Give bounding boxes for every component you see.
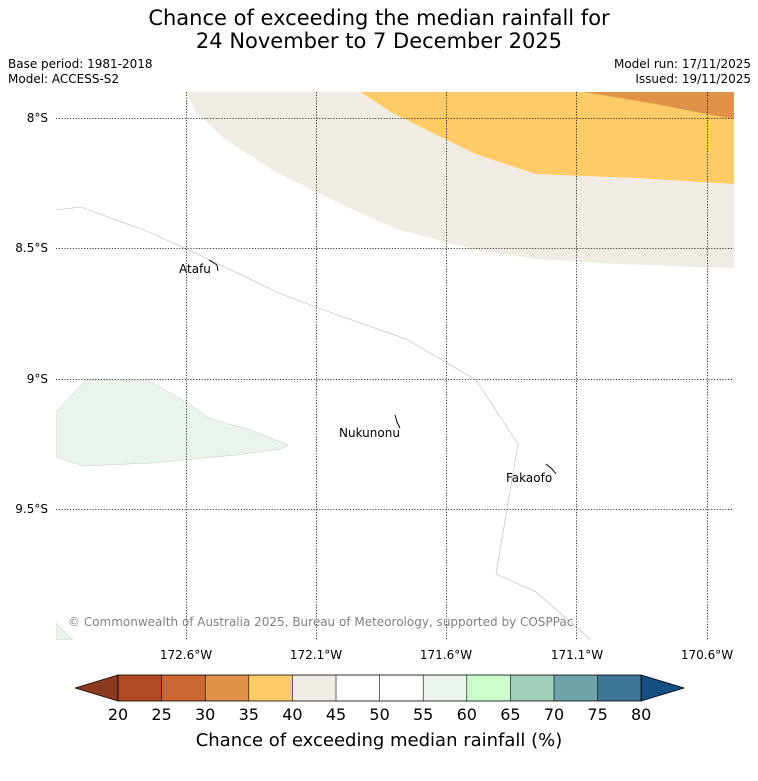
- colorbar-title: Chance of exceeding median rainfall (%): [195, 730, 563, 751]
- model-run: Model run: 17/11/2025: [613, 57, 751, 71]
- lon-label-171-1w: 171.1°W: [550, 648, 604, 662]
- colorbar-tick: 55: [413, 705, 434, 724]
- lat-label-8-5s: 8.5°S: [15, 241, 48, 255]
- region-35-40: [361, 92, 734, 184]
- atafu-atoll[interactable]: [208, 259, 219, 272]
- place-label-nukunonu: Nukunonu: [339, 426, 400, 440]
- map-title-line1: Chance of exceeding the median rainfall …: [148, 6, 610, 30]
- colorbar-bin-35-40: [248, 675, 293, 701]
- colorbar-bin-60-65: [466, 675, 511, 701]
- lon-label-172-6w: 172.6°W: [159, 648, 213, 662]
- eez-boundary: [56, 206, 592, 640]
- place-label-fakaofo: Fakaofo: [506, 471, 552, 485]
- colorbar-bin-40-45: [292, 675, 336, 701]
- colorbar-bin-25-30: [161, 675, 206, 701]
- place-label-atafu: Atafu: [179, 262, 211, 276]
- nukunonu-atoll[interactable]: [394, 414, 401, 429]
- colorbar-tick: 70: [543, 705, 565, 724]
- colorbar: [75, 674, 685, 702]
- lat-label-8s: 8°S: [26, 111, 48, 125]
- lon-gridlines: [186, 92, 708, 640]
- colorbar-tick: 30: [195, 705, 216, 724]
- colorbar-bin-20-25: [118, 675, 162, 701]
- colorbar-bin-70-75: [554, 675, 598, 701]
- colorbar-tick: 60: [456, 705, 477, 724]
- colorbar-bin-55-60: [423, 675, 467, 701]
- meta-right: Model run: 17/11/2025 Issued: 19/11/2025: [614, 57, 751, 87]
- fakaofo-atoll[interactable]: [545, 463, 557, 475]
- colorbar-bin-50-55: [379, 675, 424, 701]
- colorbar-tick: 45: [325, 705, 347, 724]
- colorbar-tick: 80: [631, 705, 652, 724]
- region-55-60-west: [56, 379, 289, 467]
- copyright-notice: © Commonwealth of Australia 2025, Bureau…: [68, 615, 573, 629]
- lon-label-170-6w: 170.6°W: [680, 648, 734, 662]
- region-30-35: [584, 92, 734, 119]
- region-55-60-corner: [56, 622, 74, 640]
- colorbar-tick: 75: [587, 705, 608, 724]
- colorbar-bin-45-50: [336, 675, 380, 701]
- lat-label-9s: 9°S: [26, 372, 48, 386]
- colorbar-bin-65-70: [510, 675, 554, 701]
- map-title-line2: 24 November to 7 December 2025: [195, 29, 563, 53]
- map-panel[interactable]: Atafu Nukunonu Fakaofo © Commonwealth of…: [56, 92, 734, 640]
- colorbar-dividers: [161, 675, 598, 701]
- colorbar-tick: 20: [107, 705, 129, 724]
- colorbar-tick: 65: [500, 705, 521, 724]
- colorbar-bin-75-80: [597, 675, 642, 701]
- colorbar-tick: 40: [282, 705, 303, 724]
- lon-label-171-6w: 171.6°W: [419, 648, 473, 662]
- lat-label-9-5s: 9.5°S: [15, 502, 48, 516]
- issued-date: Issued: 19/11/2025: [635, 72, 751, 86]
- colorbar-left-extend: [75, 674, 119, 702]
- colorbar-tick: 50: [369, 705, 390, 724]
- base-period: Base period: 1981-2018: [8, 57, 153, 71]
- meta-left: Base period: 1981-2018 Model: ACCESS-S2: [8, 57, 153, 87]
- lon-label-172-1w: 172.1°W: [289, 648, 343, 662]
- lat-gridlines: [56, 118, 734, 510]
- colorbar-bin-30-35: [205, 675, 249, 701]
- colorbar-right-extend: [640, 674, 685, 702]
- model-name: Model: ACCESS-S2: [8, 72, 120, 86]
- colorbar-tick: 35: [238, 705, 259, 724]
- colorbar-tick: 25: [151, 705, 172, 724]
